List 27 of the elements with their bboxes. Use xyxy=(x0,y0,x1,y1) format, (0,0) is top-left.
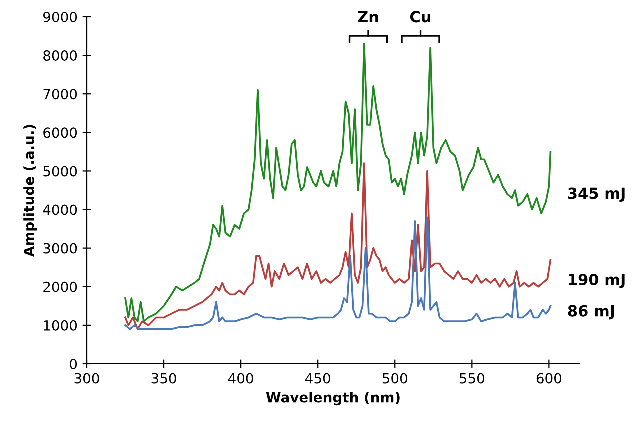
y-tick-label: 8000 xyxy=(44,50,78,62)
series-label: 190 mJ xyxy=(569,274,625,288)
y-tick-label: 9000 xyxy=(44,12,78,22)
line-series xyxy=(124,216,552,330)
y-tick-label: 7000 xyxy=(44,89,78,100)
y-tick-label: 2000 xyxy=(44,282,78,292)
annotation: Cu xyxy=(410,11,431,23)
x-tick-label: 400 xyxy=(228,373,254,384)
x-axis-title: Wavelength (nm) xyxy=(266,392,400,406)
y-tick-label: 1000 xyxy=(44,320,78,331)
y-tick-label: 6000 xyxy=(44,128,78,138)
y-tick-label: 3000 xyxy=(44,243,78,254)
y-axis-title: Amplitude (.a.u.) xyxy=(24,125,38,258)
y-tick-label: 4000 xyxy=(43,204,78,216)
line-series xyxy=(124,43,552,322)
line-series xyxy=(124,162,552,330)
y-tick-label: 5000 xyxy=(44,166,78,177)
series-label: 86 mJ xyxy=(568,305,614,320)
x-tick-label: 300 xyxy=(74,373,100,384)
series-label: 345 mJ xyxy=(568,188,625,202)
annotation: Zn xyxy=(358,11,378,22)
y-tick-label: 0 xyxy=(70,358,78,370)
x-tick-label: 500 xyxy=(382,373,408,384)
x-tick-label: 450 xyxy=(306,373,330,384)
x-tick-label: 550 xyxy=(460,373,484,384)
x-tick-label: 350 xyxy=(152,373,176,384)
x-tick-label: 600 xyxy=(536,373,562,384)
